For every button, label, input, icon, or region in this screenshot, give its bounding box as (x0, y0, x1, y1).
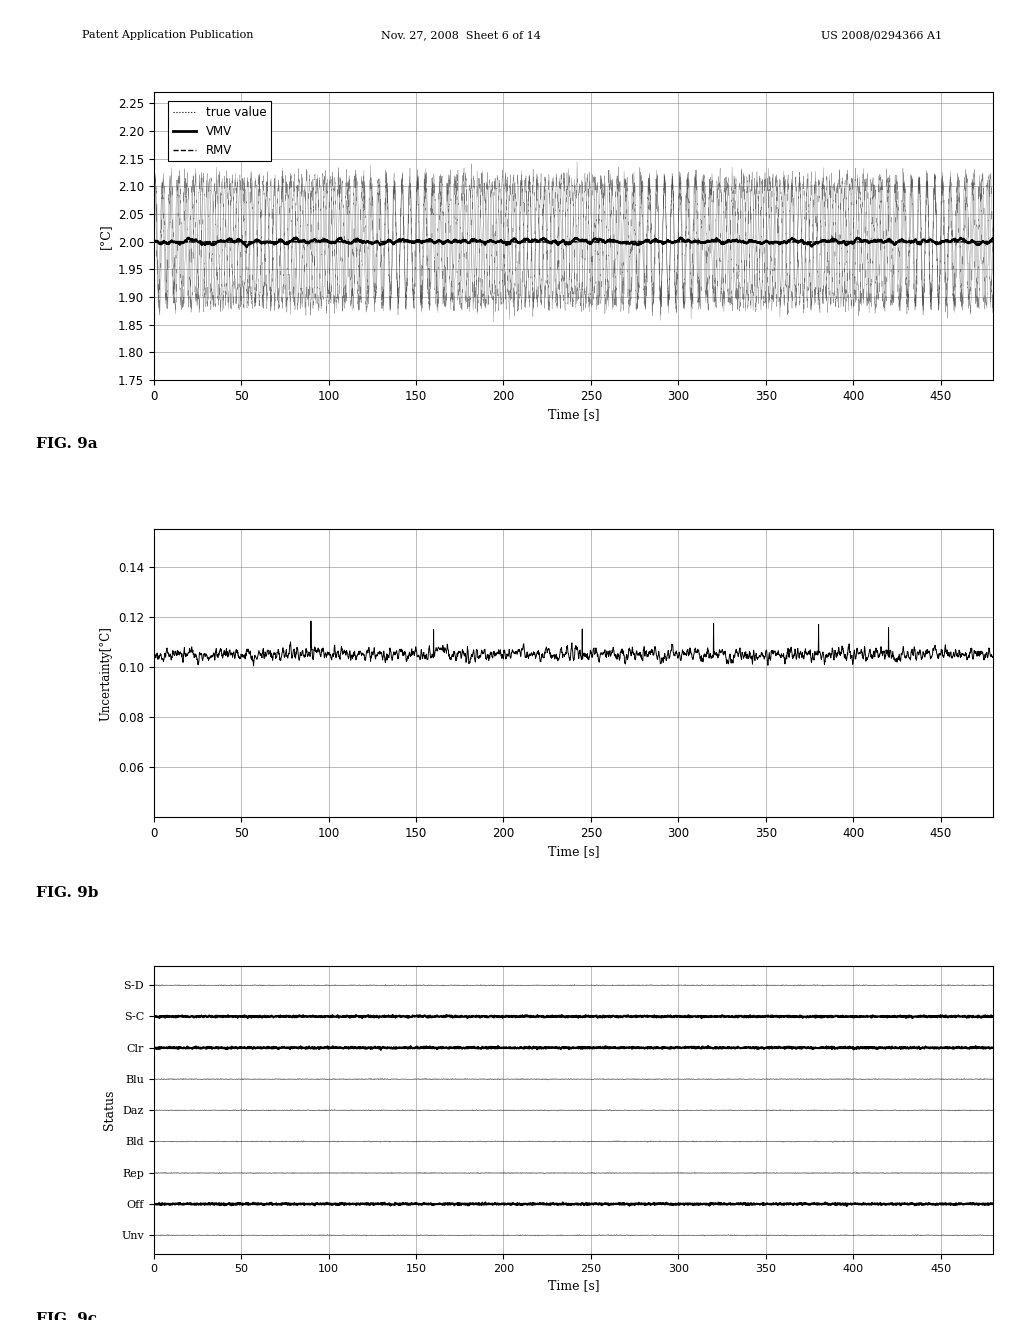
Text: FIG. 9b: FIG. 9b (36, 886, 98, 900)
Y-axis label: Status: Status (102, 1090, 116, 1130)
Text: US 2008/0294366 A1: US 2008/0294366 A1 (821, 30, 942, 41)
X-axis label: Time [s]: Time [s] (548, 408, 599, 421)
X-axis label: Time [s]: Time [s] (548, 1279, 599, 1292)
X-axis label: Time [s]: Time [s] (548, 845, 599, 858)
Y-axis label: [°C]: [°C] (99, 223, 113, 249)
Y-axis label: Uncertainty[°C]: Uncertainty[°C] (99, 626, 113, 721)
Legend: true value, VMV, RMV: true value, VMV, RMV (168, 102, 271, 161)
Text: Nov. 27, 2008  Sheet 6 of 14: Nov. 27, 2008 Sheet 6 of 14 (381, 30, 541, 41)
Text: FIG. 9c: FIG. 9c (36, 1312, 97, 1320)
Text: Patent Application Publication: Patent Application Publication (82, 30, 253, 41)
Text: FIG. 9a: FIG. 9a (36, 437, 97, 451)
